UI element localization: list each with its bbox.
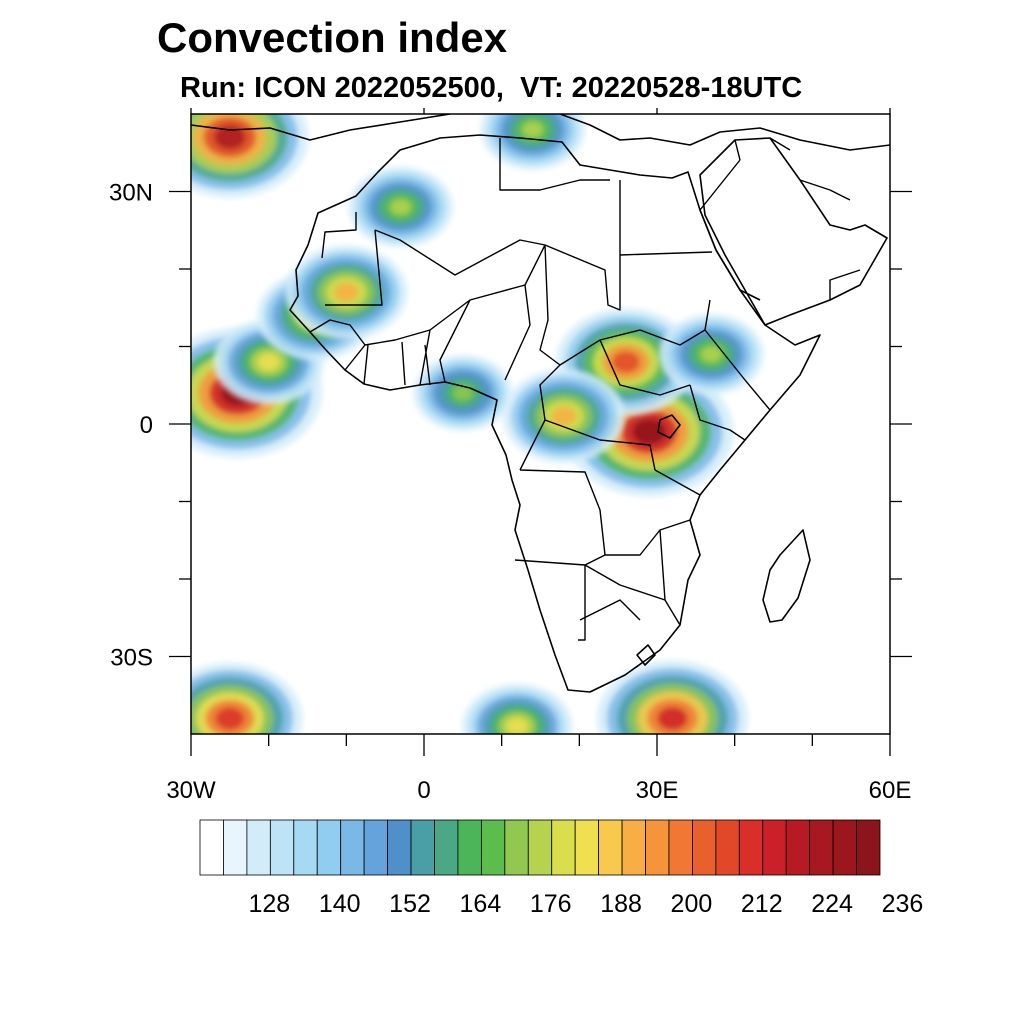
arabia-coastline	[699, 137, 888, 326]
colorbar-swatch	[574, 819, 600, 876]
colorbar-label: 152	[389, 890, 431, 918]
colorbar-swatch	[223, 819, 248, 876]
convection-contour	[215, 707, 245, 730]
colorbar-swatch	[387, 819, 412, 876]
europe-coastline	[191, 114, 890, 151]
colorbar-label: 164	[460, 890, 502, 918]
convection-region-congo-west-cells	[502, 369, 625, 464]
colorbar-swatch	[715, 819, 740, 876]
convection-contour	[700, 346, 722, 363]
convection-contour	[334, 282, 359, 302]
convection-region-mediterranean-cells	[480, 114, 586, 170]
convection-region-sahara-streaks	[348, 166, 454, 248]
colorbar-label: 212	[741, 890, 783, 918]
x-tick-label: 0	[417, 777, 430, 804]
convection-contour	[657, 706, 688, 731]
red-sea-coast	[699, 209, 761, 301]
convection-region-south-africa-cells	[461, 683, 573, 734]
y-tick-label: 0	[140, 412, 153, 439]
convection-region-south-atlantic-storm	[191, 662, 303, 734]
colorbar-swatch	[316, 819, 342, 876]
colorbar-swatch	[293, 819, 318, 876]
convection-region-mali-cells	[285, 245, 408, 340]
chart-subtitle: Run: ICON 2022052500, VT: 20220528-18UTC	[180, 72, 803, 104]
colorbar-label: 140	[319, 890, 361, 918]
y-tick-label: 30S	[110, 645, 153, 672]
axis-ticks	[169, 108, 912, 756]
convection-contour	[257, 353, 280, 371]
colorbar	[199, 819, 881, 876]
convection-contour	[611, 351, 640, 373]
colorbar-swatch	[340, 819, 365, 876]
colorbar-label: 200	[671, 890, 713, 918]
colorbar-label: 128	[248, 890, 290, 918]
colorbar-swatch	[645, 819, 670, 876]
convection-contour	[214, 125, 246, 150]
colorbar-swatch	[598, 819, 623, 876]
colorbar-swatch	[809, 819, 834, 876]
colorbar-swatch	[527, 819, 553, 876]
convection-region-ethiopia-highlands	[659, 314, 764, 395]
convection-region-atlas-north-streak	[191, 114, 309, 198]
convection-contour	[632, 418, 667, 445]
coastlines-and-borders	[191, 114, 890, 693]
convection-field	[191, 114, 764, 734]
convection-contour	[522, 121, 544, 138]
convection-contour	[390, 198, 412, 216]
colorbar-label: 176	[530, 890, 572, 918]
colorbar-swatch	[480, 819, 506, 876]
colorbar-swatch	[434, 819, 459, 876]
colorbar-swatch	[738, 819, 764, 876]
colorbar-swatch	[621, 819, 646, 876]
colorbar-swatch	[504, 819, 529, 876]
colorbar-label: 188	[600, 890, 642, 918]
lesotho-border	[636, 644, 656, 666]
x-tick-label: 30W	[166, 777, 216, 804]
colorbar-swatch	[832, 819, 857, 876]
lake-victoria	[657, 414, 681, 439]
colorbar-swatch	[762, 819, 787, 876]
colorbar-swatch	[269, 819, 295, 876]
colorbar-swatch	[785, 819, 811, 876]
colorbar-label: 236	[882, 890, 924, 918]
colorbar-label: 224	[811, 890, 853, 918]
chart-title: Convection index	[157, 14, 508, 61]
colorbar-swatch	[363, 819, 388, 876]
convection-contour	[452, 385, 473, 401]
colorbar-swatch	[668, 819, 693, 876]
convection-contour	[506, 717, 529, 734]
country-borders	[309, 137, 861, 641]
convection-contour	[551, 406, 577, 426]
colorbar-swatch	[410, 819, 435, 876]
colorbar-labels: 128 140 152 164 176 188 200 212 224 236	[248, 890, 923, 918]
x-tick-label: 30E	[636, 777, 679, 804]
colorbar-swatch	[199, 819, 224, 876]
axis-labels: 30W 0 30E 60E 30N 0 30S	[109, 180, 911, 805]
colorbar-swatch	[856, 819, 881, 876]
convection-region-south-indian-storm	[596, 660, 749, 734]
africa-coastline	[289, 134, 821, 693]
y-tick-label: 30N	[109, 180, 153, 207]
colorbar-swatch	[457, 819, 482, 876]
x-tick-label: 60E	[869, 777, 912, 804]
madagascar-coastline	[762, 529, 811, 623]
colorbar-swatch	[246, 819, 271, 876]
colorbar-swatch	[551, 819, 576, 876]
colorbar-swatch	[692, 819, 717, 876]
